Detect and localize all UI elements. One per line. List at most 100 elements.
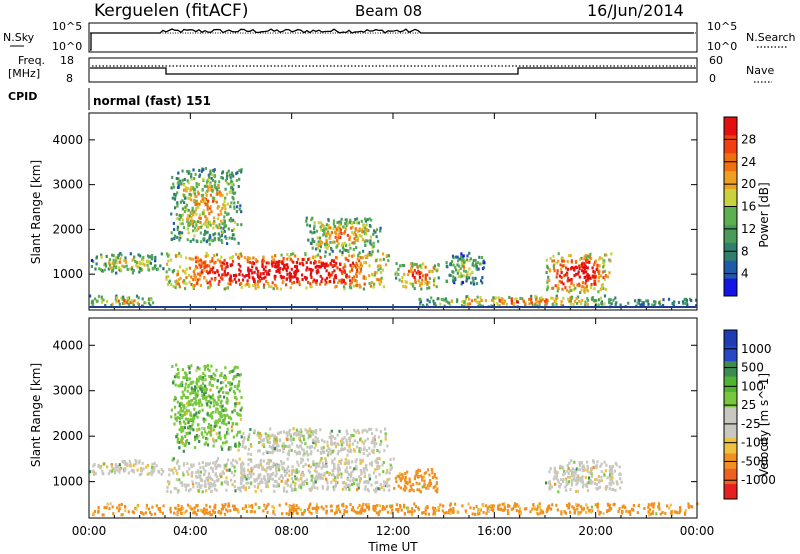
heatmap-cell <box>268 436 271 440</box>
heatmap-cell <box>236 461 239 465</box>
heatmap-cell <box>567 475 570 479</box>
heatmap-cell <box>110 269 114 273</box>
heatmap-cell <box>140 262 143 266</box>
heatmap-cell <box>180 439 183 443</box>
heatmap-cell <box>195 386 198 390</box>
x-axis-label: Time UT <box>367 540 418 554</box>
heatmap-cell <box>228 468 231 472</box>
heatmap-cell <box>240 470 243 474</box>
heatmap-cell <box>390 466 393 470</box>
heatmap-cell <box>209 171 212 174</box>
heatmap-cell <box>664 511 667 515</box>
heatmap-cell <box>368 274 371 278</box>
heatmap-cell <box>195 481 198 485</box>
heatmap-cell <box>330 247 333 251</box>
heatmap-cell <box>201 390 204 394</box>
heatmap-cell <box>338 279 342 283</box>
heatmap-cell <box>334 275 337 278</box>
heatmap-cell <box>288 513 291 516</box>
heatmap-cell <box>411 507 414 511</box>
heatmap-cell <box>175 418 178 422</box>
heatmap-cell <box>462 274 465 278</box>
heatmap-cell <box>227 502 230 506</box>
heatmap-cell <box>531 507 534 511</box>
heatmap-cell <box>278 477 281 481</box>
heatmap-cell <box>634 299 637 303</box>
heatmap-cell <box>535 296 538 300</box>
heatmap-cell <box>284 263 287 267</box>
heatmap-cell <box>200 375 203 379</box>
heatmap-cell <box>171 468 174 472</box>
heatmap-cell <box>210 268 213 272</box>
heatmap-cell <box>211 384 214 388</box>
heatmap-cell <box>593 272 596 276</box>
heatmap-cell <box>604 487 608 491</box>
heatmap-cell <box>382 484 386 488</box>
heatmap-cell <box>173 375 177 379</box>
heatmap-cell <box>250 472 253 476</box>
heatmap-cell <box>213 175 216 179</box>
heatmap-cell <box>146 464 149 467</box>
heatmap-cell <box>160 472 163 476</box>
freq-label: Freq. <box>18 54 45 67</box>
heatmap-cell <box>263 475 266 479</box>
heatmap-cell <box>426 298 429 302</box>
heatmap-cell <box>204 365 208 369</box>
heatmap-cell <box>255 464 258 468</box>
heatmap-cell <box>236 373 239 376</box>
heatmap-cell <box>197 183 200 186</box>
heatmap-cell <box>240 210 243 214</box>
heatmap-cell <box>426 286 429 290</box>
heatmap-cell <box>555 261 558 265</box>
heatmap-cell <box>636 301 639 305</box>
heatmap-cell <box>325 465 328 468</box>
heatmap-cell <box>360 264 364 268</box>
heatmap-cell <box>344 457 347 461</box>
heatmap-cell <box>180 425 183 429</box>
heatmap-cell <box>226 482 229 486</box>
heatmap-cell <box>335 261 338 265</box>
heatmap-cell <box>175 487 178 491</box>
heatmap-cell <box>308 257 311 260</box>
heatmap-cell <box>240 168 243 172</box>
heatmap-cell <box>329 280 332 283</box>
heatmap-cell <box>118 470 121 474</box>
heatmap-cell <box>175 478 178 482</box>
heatmap-cell <box>679 506 682 510</box>
heatmap-cell <box>210 364 213 368</box>
heatmap-cell <box>309 428 312 432</box>
heatmap-cell <box>239 264 242 268</box>
heatmap-cell <box>275 472 278 476</box>
heatmap-cell <box>585 503 588 507</box>
heatmap-cell <box>224 196 227 200</box>
heatmap-cell <box>575 260 578 263</box>
heatmap-cell <box>554 482 557 486</box>
heatmap-cell <box>94 267 97 271</box>
velocity-colorbar-swatch <box>724 452 737 469</box>
heatmap-cell <box>545 298 548 302</box>
heatmap-cell <box>195 203 198 207</box>
heatmap-cell <box>296 432 299 436</box>
heatmap-cell <box>204 485 207 488</box>
heatmap-cell <box>256 259 259 263</box>
heatmap-cell <box>128 296 131 300</box>
heatmap-cell <box>221 503 224 507</box>
heatmap-cell <box>614 296 617 300</box>
heatmap-cell <box>168 482 171 486</box>
heatmap-cell <box>578 284 581 288</box>
heatmap-cell <box>585 301 588 305</box>
heatmap-cell <box>209 185 212 189</box>
heatmap-cell <box>177 384 180 388</box>
heatmap-cell <box>340 270 343 273</box>
heatmap-cell <box>362 502 365 506</box>
heatmap-cell <box>186 503 190 507</box>
heatmap-cell <box>241 507 244 511</box>
heatmap-cell <box>538 300 541 304</box>
heatmap-cell <box>424 265 427 269</box>
heatmap-cell <box>203 222 206 226</box>
heatmap-cell <box>287 465 290 469</box>
heatmap-cell <box>568 461 571 465</box>
heatmap-cell <box>488 505 491 509</box>
heatmap-cell <box>339 439 343 443</box>
heatmap-cell <box>403 512 406 515</box>
